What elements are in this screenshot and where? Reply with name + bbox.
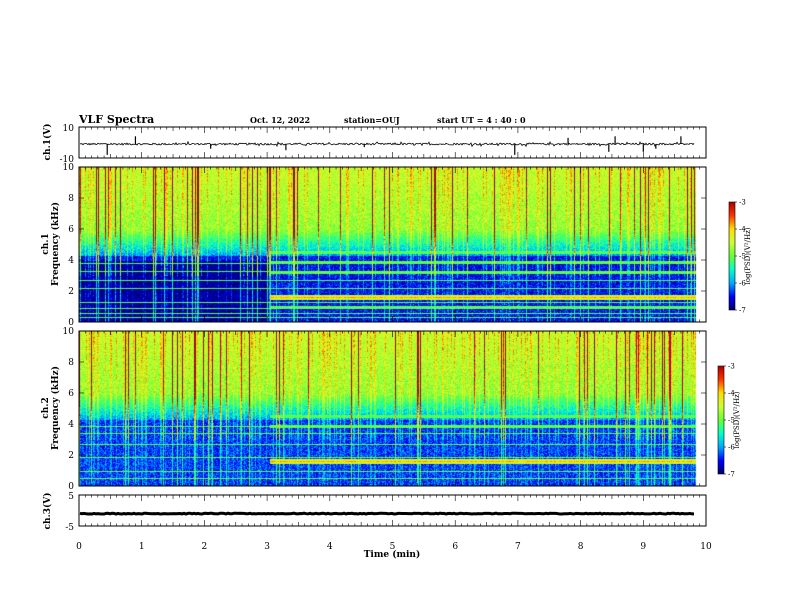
x-tick-label: 5 — [390, 542, 396, 552]
ch2-colorbar-label: log(PSD)(V²/Hz) — [733, 391, 741, 448]
y-tick-label: 4 — [68, 420, 74, 430]
ch1-ytick-top: 10 — [63, 124, 75, 134]
x-tick-label: 1 — [139, 542, 145, 552]
x-tick-label: 9 — [640, 542, 646, 552]
colorbar-tick-label: -3 — [728, 363, 735, 371]
colorbar-tick-label: -6 — [728, 444, 735, 452]
ch3-ytick-bottom: -5 — [65, 523, 74, 533]
x-axis-tick-labels: 0 1 2 3 4 5 6 7 8 9 10 — [76, 542, 712, 552]
ch1-waveform-trace — [80, 140, 695, 148]
ch2-colorbar: -3 -4 -5 -6 -7 log(PSD)(V²/Hz) — [717, 363, 741, 479]
ch2-spectrogram-image — [79, 331, 706, 486]
ch1-spectrogram-image — [79, 167, 706, 322]
ch1-spectrogram-ylabel-line1: ch.1 — [41, 233, 51, 254]
colorbar-tick-label: -7 — [728, 471, 735, 479]
ch1-colorbar-label: log(PSD)(V²/Hz) — [744, 227, 752, 284]
ch1-waveform-ticks — [78, 127, 707, 158]
colorbar-tick-label: -4 — [728, 390, 735, 398]
ch1-colorbar-gradient — [729, 202, 735, 310]
y-tick-label: 4 — [68, 256, 74, 266]
y-tick-label: 8 — [68, 194, 74, 204]
colorbar-tick-label: -7 — [739, 307, 746, 315]
ch2-colorbar-holder — [718, 366, 724, 474]
ch1-waveform-panel: 10 -10 ch.1(V) — [42, 124, 707, 165]
ch3-waveform-panel: 5 -5 ch.3(V) — [42, 492, 707, 533]
colorbar-tick-label: -3 — [739, 199, 746, 207]
x-tick-label: 2 — [202, 542, 208, 552]
y-tick-label: 2 — [68, 451, 74, 461]
ch1-colorbar: -3 -4 -5 -6 -7 log(PSD)(V²/Hz) — [728, 199, 752, 315]
x-tick-label: 7 — [515, 542, 521, 552]
x-tick-label: 0 — [76, 542, 82, 552]
ch3-ytick-top: 5 — [68, 492, 74, 502]
ch1-waveform-ylabel: ch.1(V) — [42, 124, 53, 161]
colorbar-tick-label: -6 — [739, 280, 746, 288]
ch2-colorbar-ticks: -3 -4 -5 -6 -7 — [724, 363, 735, 479]
y-tick-label: 8 — [68, 358, 74, 368]
ch2-spectrogram-ylabel-line2: Frequency (kHz) — [50, 366, 61, 450]
x-tick-label: 4 — [327, 542, 333, 552]
ch2-colorbar-gradient — [718, 366, 724, 474]
colorbar-tick-label: -5 — [728, 417, 735, 425]
y-tick-label: 6 — [68, 225, 74, 235]
x-axis-label: Time (min) — [364, 549, 421, 560]
ch1-spikes — [106, 136, 682, 155]
ch2-spectrogram-image-holder — [79, 331, 706, 486]
ch1-colorbar-holder — [729, 202, 735, 310]
ch1-spectrogram-image-holder — [79, 167, 706, 322]
date-label: Oct. 12, 2022 — [250, 115, 310, 125]
ch1-spectrogram-panel: 0 2 4 6 8 10 ch.1 Frequency (kHz) — [41, 163, 707, 328]
ch1-spectrogram-ylabel-line2: Frequency (kHz) — [50, 202, 61, 286]
ch2-spectrogram-panel: 0 2 4 6 8 10 ch.2 Frequency (kHz) — [41, 327, 707, 492]
ch2-spectrogram-ticks — [78, 331, 707, 486]
x-tick-label: 10 — [700, 542, 712, 552]
start-time-label: start UT = 4 : 40 : 0 — [437, 115, 526, 125]
y-tick-label: 6 — [68, 389, 74, 399]
ch1-ytick-bottom: -10 — [60, 155, 75, 165]
ch1-spectrogram-yticks: 0 2 4 6 8 10 — [63, 163, 706, 328]
x-tick-label: 6 — [452, 542, 458, 552]
ch1-spectrogram-ticks — [78, 167, 707, 322]
y-tick-label: 0 — [68, 318, 74, 328]
colorbar-tick-label: -4 — [739, 226, 746, 234]
ch3-waveform-ylabel: ch.3(V) — [42, 493, 53, 530]
colorbar-tick-label: -5 — [739, 253, 746, 261]
x-tick-label: 8 — [578, 542, 584, 552]
x-tick-label: 3 — [264, 542, 270, 552]
ch2-spectrogram-yticks: 0 2 4 6 8 10 — [63, 327, 706, 492]
y-tick-label: 0 — [68, 482, 74, 492]
ch1-colorbar-ticks: -3 -4 -5 -6 -7 — [735, 199, 746, 315]
ch3-waveform-ticks — [78, 495, 707, 526]
figure-title: VLF Spectra — [78, 113, 154, 126]
ch2-spectrogram-ylabel-line1: ch.2 — [41, 397, 51, 418]
y-tick-label: 10 — [63, 327, 75, 337]
ch3-waveform-trace — [79, 511, 694, 516]
y-tick-label: 2 — [68, 287, 74, 297]
station-label: station=OUJ — [344, 115, 400, 125]
y-tick-label: 10 — [63, 163, 75, 173]
